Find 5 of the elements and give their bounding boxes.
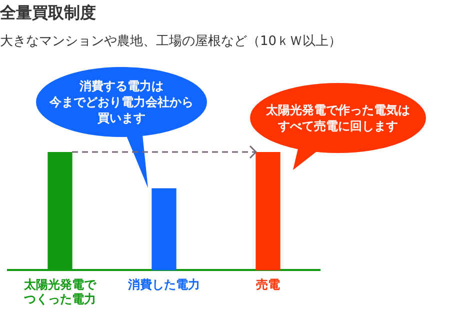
x-tick-label: 太陽光発電でつくった電力: [23, 278, 97, 306]
x-tick-label: 消費した電力: [127, 278, 200, 292]
chart-subtitle: 大きなマンションや農地、工場の屋根など（10ｋＷ以上）: [0, 33, 342, 50]
x-tick-label: 売電: [256, 278, 280, 292]
chart-title: 全量買取制度: [0, 3, 96, 24]
